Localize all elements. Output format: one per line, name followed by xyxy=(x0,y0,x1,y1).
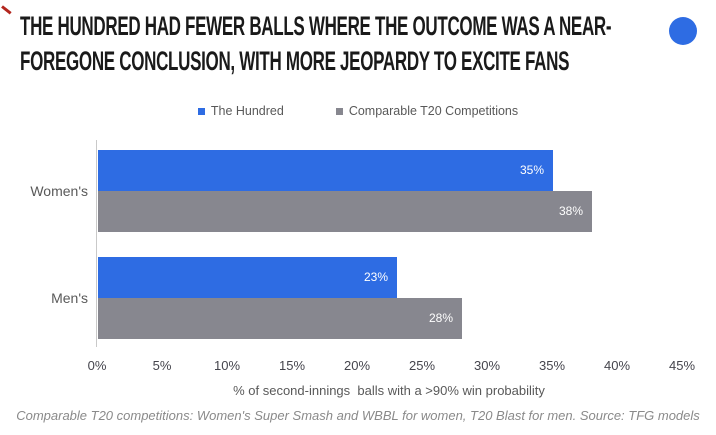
legend-item-1: Comparable T20 Competitions xyxy=(335,104,519,118)
x-tick-label: 30% xyxy=(473,358,501,373)
bar: 28% xyxy=(98,298,462,339)
x-tick-label: 0% xyxy=(87,358,107,373)
corner-mark xyxy=(1,5,12,15)
bar: 38% xyxy=(98,191,592,232)
plot-area: 35% 38% 23% 28% xyxy=(97,135,682,347)
x-tick-label: 10% xyxy=(213,358,241,373)
legend-swatch-icon xyxy=(335,107,343,115)
legend-label: The Hundred xyxy=(210,104,284,118)
x-axis-title: % of second-innings balls with a >90% wi… xyxy=(233,383,545,398)
bar-chart: 35% 38% 23% 28% Women's Men's 0% 5% 10% 15% 20% 2… xyxy=(0,135,716,410)
x-tick-label: 15% xyxy=(278,358,306,373)
x-tick-label: 35% xyxy=(538,358,566,373)
bar-value-label: 35% xyxy=(519,163,544,177)
legend-item-0: The Hundred xyxy=(197,104,284,118)
bar-value-label: 28% xyxy=(428,311,453,325)
category-label: Women's xyxy=(30,183,88,199)
chart-title: THE HUNDRED HAD FEWER BALLS WHERE THE OU… xyxy=(20,9,612,79)
chart-title-line-1: THE HUNDRED HAD FEWER BALLS WHERE THE OU… xyxy=(20,11,612,41)
bar-value-label: 38% xyxy=(558,204,583,218)
bar: 23% xyxy=(98,257,397,298)
chart-title-line-2: FOREGONE CONCLUSION, WITH MORE JEOPARDY … xyxy=(20,46,570,76)
legend-label: Comparable T20 Competitions xyxy=(348,104,519,118)
x-tick-label: 40% xyxy=(603,358,631,373)
x-tick-label: 5% xyxy=(152,358,172,373)
y-axis-line xyxy=(96,140,97,347)
x-tick-label: 25% xyxy=(408,358,436,373)
x-tick-label: 45% xyxy=(668,358,696,373)
bar-value-label: 23% xyxy=(363,270,388,284)
x-tick-label: 20% xyxy=(343,358,371,373)
bar: 35% xyxy=(98,150,553,191)
category-label: Men's xyxy=(51,290,88,306)
legend-swatch-icon xyxy=(197,107,205,115)
legend: The Hundred Comparable T20 Competitions xyxy=(0,104,716,118)
brand-dot-icon xyxy=(669,17,697,45)
footnote: Comparable T20 competitions: Women's Sup… xyxy=(16,408,700,423)
